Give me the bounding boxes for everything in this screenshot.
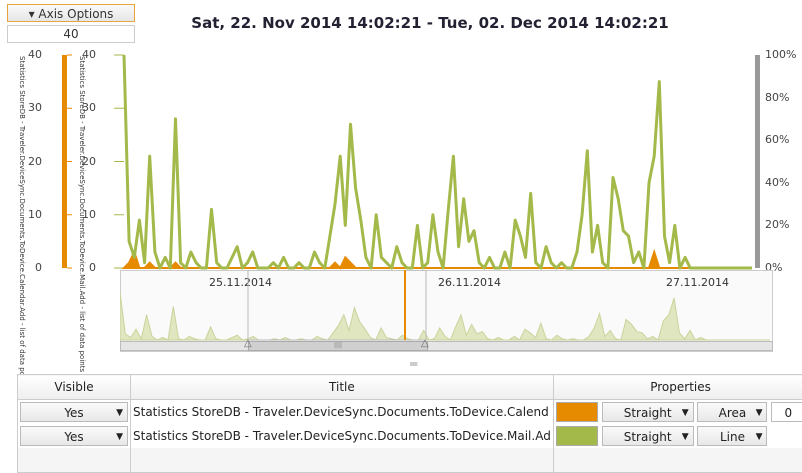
nav-handle-right[interactable]: △ — [421, 338, 429, 349]
visible-select[interactable]: Yes▼ — [20, 402, 128, 422]
navigator-svg[interactable] — [120, 270, 772, 352]
scrollbar-thumb[interactable]: |||| — [248, 341, 428, 351]
caret-down-icon: ▼ — [116, 403, 123, 423]
series-line — [124, 55, 752, 268]
header-properties: Properties — [553, 375, 802, 400]
table-row: Yes▼ Statistics StoreDB - Traveler.Devic… — [18, 400, 802, 425]
caret-down-icon: ▼ — [116, 427, 123, 447]
navigator-area — [120, 292, 770, 340]
visible-select[interactable]: Yes▼ — [20, 426, 128, 446]
splitter-handle[interactable]: ═ — [410, 357, 417, 371]
table-row: Yes▼ Statistics StoreDB - Traveler.Devic… — [18, 424, 802, 448]
header-title: Title — [131, 375, 554, 400]
series-table: Visible Title Properties Yes▼ Statistics… — [17, 374, 802, 473]
navigator-selection[interactable] — [248, 270, 426, 340]
caret-down-icon: ▼ — [756, 427, 763, 447]
curve-select[interactable]: Straight▼ — [602, 426, 694, 446]
series-title: Statistics StoreDB - Traveler.DeviceSync… — [131, 400, 554, 425]
type-select[interactable]: Area▼ — [697, 402, 767, 422]
series-title: Statistics StoreDB - Traveler.DeviceSync… — [131, 424, 554, 448]
curve-select[interactable]: Straight▼ — [602, 402, 694, 422]
caret-down-icon: ▼ — [756, 403, 763, 423]
nav-handle-left[interactable]: △ — [244, 338, 252, 349]
navigator-scrollbar[interactable] — [120, 341, 773, 351]
caret-down-icon: ▼ — [682, 403, 689, 423]
offset-input[interactable]: 0 — [771, 402, 802, 422]
color-picker[interactable] — [556, 426, 598, 446]
type-select[interactable]: Line▼ — [697, 426, 767, 446]
color-picker[interactable] — [556, 402, 598, 422]
caret-down-icon: ▼ — [682, 427, 689, 447]
header-visible: Visible — [18, 375, 131, 400]
